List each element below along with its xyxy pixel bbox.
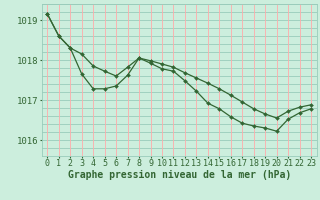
- X-axis label: Graphe pression niveau de la mer (hPa): Graphe pression niveau de la mer (hPa): [68, 170, 291, 180]
